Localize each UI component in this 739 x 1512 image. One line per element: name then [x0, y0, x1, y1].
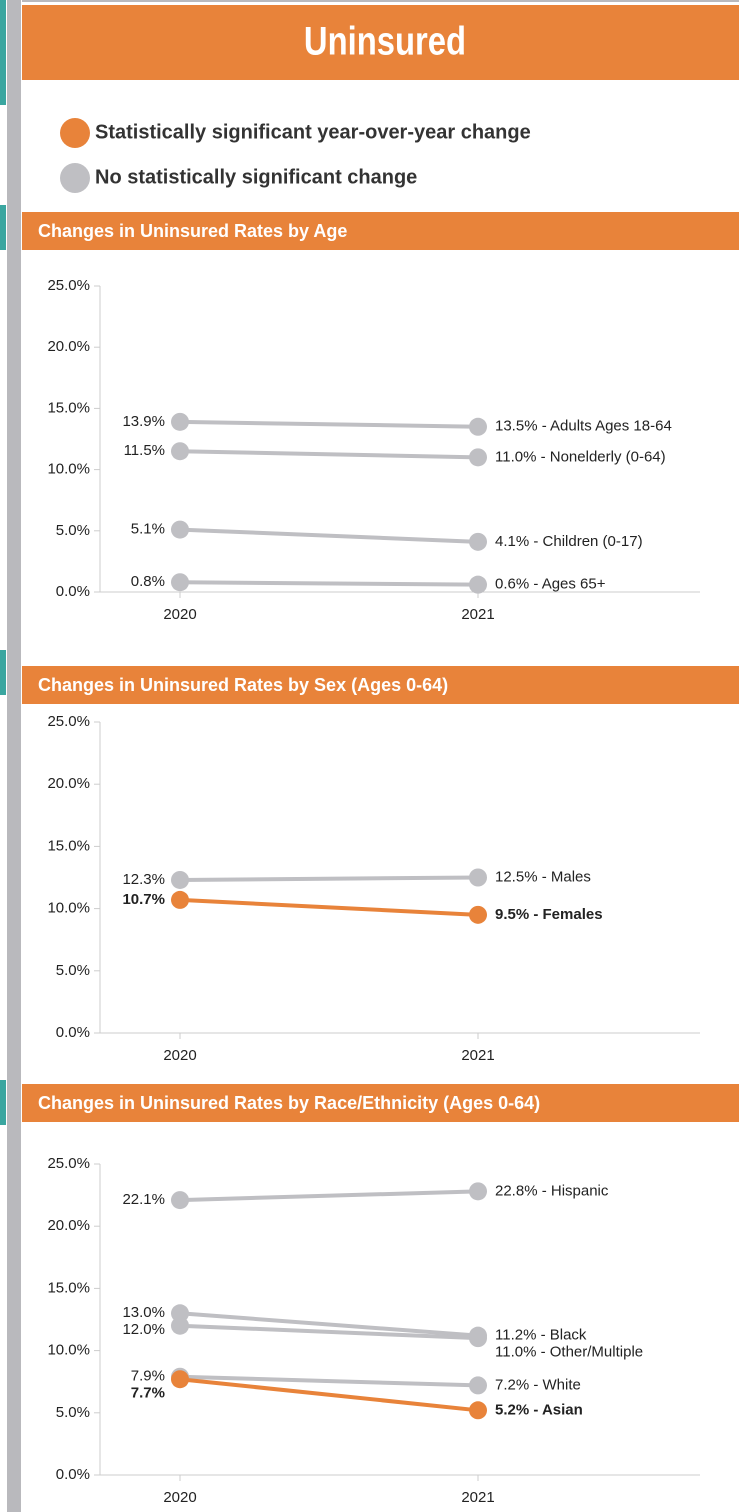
series-line	[179, 419, 479, 429]
y-tick-label: 0.0%	[56, 1024, 90, 1041]
x-tick-label: 2020	[163, 1047, 196, 1064]
series-line	[179, 527, 479, 544]
y-tick-label: 25.0%	[47, 277, 90, 294]
top-border	[22, 0, 739, 2]
data-label: 13.0%	[122, 1304, 165, 1321]
data-label: 7.7%	[131, 1385, 165, 1402]
data-point	[469, 1376, 487, 1395]
y-tick-label: 20.0%	[47, 775, 90, 792]
data-label: 10.7%	[122, 891, 165, 908]
data-label: 12.5% - Males	[495, 868, 591, 885]
data-label: 11.2% - Black	[495, 1327, 587, 1344]
data-point	[469, 1329, 487, 1348]
data-point	[171, 1370, 189, 1389]
series-line	[179, 897, 479, 917]
y-tick-label: 10.0%	[47, 1342, 90, 1359]
data-label: 22.1%	[122, 1191, 165, 1208]
data-point	[171, 1304, 189, 1323]
y-tick-label: 15.0%	[47, 837, 90, 854]
y-tick-label: 25.0%	[47, 1155, 90, 1172]
y-tick-label: 10.0%	[47, 900, 90, 917]
side-accent	[0, 650, 6, 695]
data-label: 5.1%	[131, 521, 165, 538]
series-line	[179, 875, 479, 882]
data-label: 4.1% - Children (0-17)	[495, 533, 643, 550]
data-point	[469, 1182, 487, 1201]
y-tick-label: 0.0%	[56, 583, 90, 600]
data-label: 11.0% - Nonelderly (0-64)	[495, 448, 666, 465]
data-label: 11.0% - Other/Multiple	[495, 1344, 643, 1361]
y-tick-label: 5.0%	[56, 962, 90, 979]
chart-title: Changes in Uninsured Rates by Sex (Ages …	[38, 675, 448, 695]
series-line	[179, 1189, 479, 1203]
data-label: 5.2% - Asian	[495, 1401, 583, 1418]
data-label: 11.5%	[124, 442, 165, 459]
data-point	[469, 868, 487, 887]
data-label: 0.8%	[131, 573, 165, 590]
data-point	[469, 575, 487, 594]
side-accent	[0, 205, 6, 250]
series-line	[179, 1311, 479, 1338]
y-tick-label: 15.0%	[47, 399, 90, 416]
legend-swatch	[60, 163, 90, 193]
data-label: 7.2% - White	[495, 1376, 581, 1393]
legend-label: No statistically significant change	[95, 166, 417, 188]
data-point	[469, 1401, 487, 1420]
data-label: 9.5% - Females	[495, 906, 603, 923]
series-line	[179, 1377, 479, 1413]
series-line	[179, 580, 479, 587]
legend-swatch	[60, 118, 90, 148]
y-tick-label: 15.0%	[47, 1279, 90, 1296]
x-tick-label: 2020	[163, 606, 196, 623]
data-label: 22.8% - Hispanic	[495, 1182, 609, 1199]
data-label: 12.0%	[122, 1321, 165, 1338]
section-header	[22, 1084, 739, 1122]
data-point	[469, 905, 487, 924]
side-accent	[0, 0, 6, 105]
page-title: Uninsured	[304, 18, 466, 63]
y-tick-label: 5.0%	[56, 1404, 90, 1421]
data-point	[469, 532, 487, 551]
y-tick-label: 20.0%	[47, 338, 90, 355]
data-label: 7.9%	[131, 1368, 165, 1385]
section-header	[22, 212, 739, 250]
y-tick-label: 25.0%	[47, 713, 90, 730]
data-point	[469, 448, 487, 467]
chart-title: Changes in Uninsured Rates by Race/Ethni…	[38, 1093, 540, 1113]
data-point	[171, 442, 189, 461]
data-point	[171, 573, 189, 592]
side-strip	[7, 0, 21, 1512]
section-header	[22, 666, 739, 704]
y-tick-label: 5.0%	[56, 522, 90, 539]
data-label: 0.6% - Ages 65+	[495, 576, 606, 593]
x-tick-label: 2021	[461, 1047, 494, 1064]
x-tick-label: 2020	[163, 1489, 196, 1506]
x-tick-label: 2021	[461, 606, 494, 623]
series-line	[179, 1323, 479, 1341]
chart-title: Changes in Uninsured Rates by Age	[38, 221, 347, 241]
data-point	[171, 1316, 189, 1335]
data-label: 13.9%	[122, 413, 165, 430]
x-tick-label: 2021	[461, 1489, 494, 1506]
data-point	[469, 417, 487, 436]
data-label: 13.5% - Adults Ages 18-64	[495, 418, 672, 435]
data-point	[171, 520, 189, 539]
legend-label: Statistically significant year-over-year…	[95, 121, 531, 143]
data-point	[171, 412, 189, 431]
data-point	[171, 870, 189, 889]
y-tick-label: 0.0%	[56, 1466, 90, 1483]
header-band	[22, 5, 739, 80]
series-line	[179, 1374, 479, 1388]
data-point	[171, 890, 189, 909]
y-tick-label: 20.0%	[47, 1217, 90, 1234]
data-label: 12.3%	[122, 871, 165, 888]
y-tick-label: 10.0%	[47, 461, 90, 478]
series-line	[179, 449, 479, 460]
side-accent	[0, 1080, 6, 1125]
data-point	[171, 1191, 189, 1210]
